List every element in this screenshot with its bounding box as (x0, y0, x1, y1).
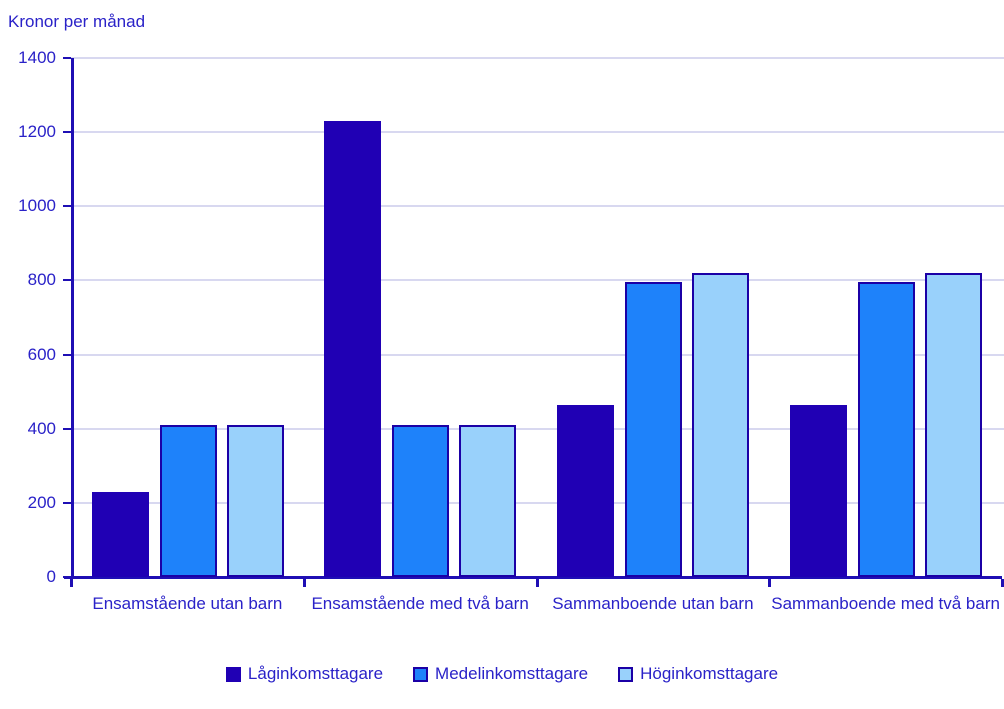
y-tick-200 (63, 501, 71, 504)
x-tick-1 (302, 579, 306, 587)
y-tick-1400 (63, 57, 71, 59)
y-tick-400 (63, 427, 71, 430)
bar-Höginkomsttagare-group-1 (459, 425, 517, 577)
legend-label: Höginkomsttagare (640, 664, 779, 683)
x-axis-line (64, 576, 1002, 579)
bar-Medelinkomsttagare-group-0 (159, 425, 217, 577)
y-tick-label-600: 600 (27, 344, 56, 364)
x-category-label-2: Sammanboende utan barn (552, 594, 754, 613)
gridline-600 (71, 353, 1004, 356)
legend-item-1: Medelinkomsttagare (413, 664, 588, 684)
y-tick-label-1400: 1400 (18, 48, 56, 67)
x-category-label-1: Ensamstående med två barn (311, 594, 529, 613)
legend-label: Medelinkomsttagare (435, 664, 589, 683)
y-tick-label-800: 800 (27, 270, 56, 290)
y-tick-label-1200: 1200 (18, 122, 56, 142)
bar-Medelinkomsttagare-group-3 (857, 282, 915, 577)
bar-Medelinkomsttagare-group-1 (392, 425, 450, 577)
y-tick-label-400: 400 (27, 418, 56, 438)
x-tick-2 (535, 579, 539, 587)
gridline-1200 (71, 131, 1004, 134)
y-tick-600 (63, 353, 71, 356)
legend-label: Låginkomsttagare (247, 664, 384, 683)
x-tick-3 (768, 579, 772, 587)
y-tick-label-0: 0 (46, 567, 56, 586)
gridline-1400 (71, 57, 1004, 59)
legend-item-2: Höginkomsttagare (618, 664, 778, 684)
bar-Låginkomsttagare-group-3 (789, 404, 847, 577)
chart-title: Kronor per månad (8, 12, 146, 31)
bar-Höginkomsttagare-group-2 (692, 273, 749, 577)
y-axis-line (71, 58, 74, 578)
bar-Höginkomsttagare-group-0 (226, 425, 284, 577)
legend-swatch-icon (618, 666, 634, 682)
y-tick-800 (63, 279, 71, 282)
bar-Låginkomsttagare-group-1 (324, 121, 382, 577)
legend-swatch-icon (225, 666, 241, 682)
x-category-label-3: Sammanboende med två barn (771, 594, 1000, 613)
x-tick-4 (1001, 579, 1004, 587)
y-tick-label-1000: 1000 (18, 196, 56, 216)
legend: Låginkomsttagare Medelinkomsttagare Högink… (0, 664, 1004, 684)
y-tick-1000 (63, 205, 71, 208)
bar-Höginkomsttagare-group-3 (924, 273, 982, 577)
y-tick-1200 (63, 131, 71, 134)
legend-swatch-icon (413, 666, 429, 682)
bar-Låginkomsttagare-group-2 (557, 404, 614, 577)
gridline-1000 (71, 205, 1004, 208)
gridline-200 (71, 501, 1004, 504)
y-tick-label-200: 200 (27, 492, 56, 512)
gridline-800 (71, 279, 1004, 282)
x-category-label-0: Ensamstående utan barn (92, 594, 283, 613)
legend-item-0: Låginkomsttagare (225, 664, 384, 684)
gridline-400 (71, 427, 1004, 430)
bar-Låginkomsttagare-group-0 (91, 491, 149, 577)
x-tick-0 (70, 579, 73, 587)
bar-Medelinkomsttagare-group-2 (625, 282, 682, 577)
